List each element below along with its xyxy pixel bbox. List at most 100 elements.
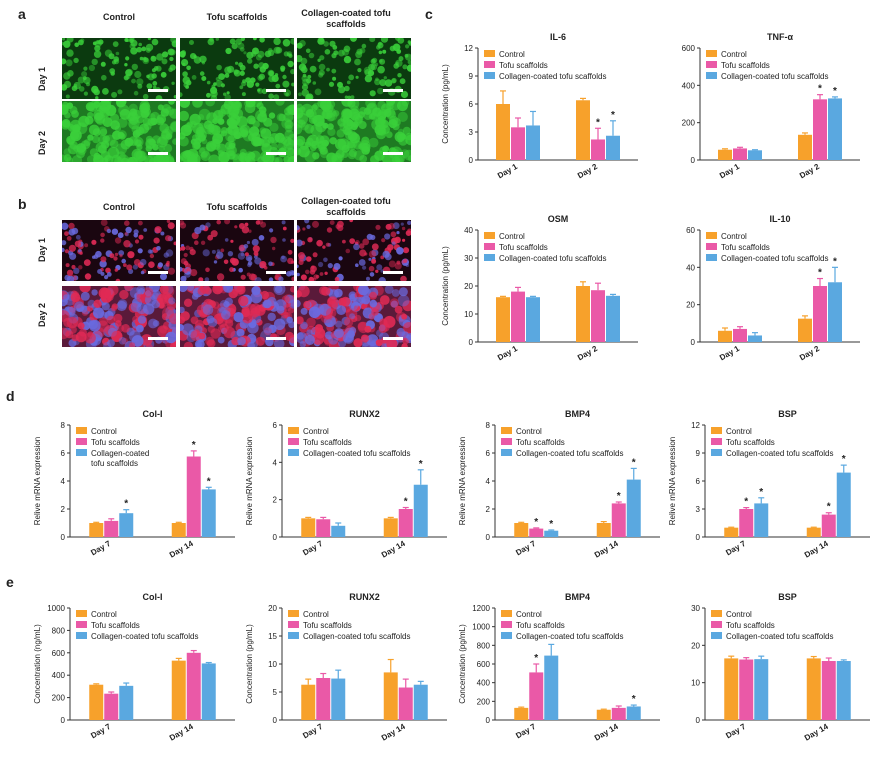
chart-d-runx2: RUNX2 0 2 4 6 Relive mRNA expression Day 7 * * Da… bbox=[245, 409, 447, 560]
panel-d-label: d bbox=[6, 388, 15, 404]
legend-swatch-1 bbox=[288, 427, 299, 434]
legend-label: Control bbox=[726, 427, 752, 436]
legend-label: Tofu scaffolds bbox=[721, 61, 770, 70]
legend-label: Tofu scaffolds bbox=[499, 61, 548, 70]
significance-star: * bbox=[842, 454, 846, 465]
bar-tofu-scaffolds-1 bbox=[821, 661, 836, 720]
bar-control-1 bbox=[806, 527, 821, 537]
scale-bar bbox=[266, 271, 286, 274]
panel-a-label: a bbox=[18, 6, 26, 22]
bar-collagen-coated-tofu-scaffolds-1 bbox=[413, 684, 428, 720]
legend-label: Control bbox=[721, 232, 747, 241]
significance-star: * bbox=[404, 497, 408, 508]
legend-label: Tofu scaffolds bbox=[516, 621, 565, 630]
y-tick-label: 0 bbox=[691, 338, 696, 347]
y-tick-label: 10 bbox=[464, 310, 473, 319]
chart-c-il6: IL-6 0 3 6 9 12 Concentration (pg/mL) Day 1 * * Da… bbox=[441, 32, 638, 180]
bar-control-0 bbox=[514, 707, 529, 720]
bar-collagen-coated-tofu-scaffolds-0 bbox=[526, 297, 540, 342]
x-tick-label: Day 7 bbox=[301, 722, 324, 741]
y-tick-label: 200 bbox=[682, 119, 696, 128]
x-tick-label: Day 14 bbox=[803, 722, 830, 743]
bar-collagen-coated-tofu-scaffolds-0 bbox=[119, 513, 134, 537]
legend-swatch-2 bbox=[76, 438, 87, 445]
bar-collagen-coated-tofu-scaffolds-0 bbox=[748, 150, 762, 160]
legend-label: Tofu scaffolds bbox=[91, 621, 140, 630]
legend-label: tofu scaffolds bbox=[91, 459, 138, 468]
legend-label: Collagen-coated tofu scaffolds bbox=[499, 72, 606, 81]
x-tick-label: Day 14 bbox=[380, 539, 407, 560]
scale-bar bbox=[266, 337, 286, 340]
bar-control-1 bbox=[596, 709, 611, 720]
bar-collagen-coated-tofu-scaffolds-1 bbox=[606, 295, 620, 342]
chart-title: IL-10 bbox=[769, 214, 790, 224]
significance-star: * bbox=[207, 476, 211, 487]
legend-swatch-1 bbox=[484, 50, 495, 57]
legend: Control Tofu scaffolds Collagen-coated tof… bbox=[288, 427, 410, 458]
y-tick-label: 10 bbox=[268, 660, 277, 669]
chart-title: OSM bbox=[548, 214, 569, 224]
panel-b-col-tofu: Tofu scaffolds bbox=[206, 202, 268, 212]
y-tick-label: 15 bbox=[268, 632, 277, 641]
y-tick-label: 400 bbox=[52, 671, 66, 680]
y-axis-label: Relive mRNA expression bbox=[33, 437, 42, 525]
bar-control-0 bbox=[496, 104, 510, 160]
legend-swatch-3 bbox=[288, 632, 299, 639]
y-axis-label: Relive mRNA expression bbox=[245, 437, 254, 525]
bar-control-0 bbox=[89, 684, 104, 720]
bar-tofu-scaffolds-0 bbox=[511, 127, 525, 160]
chart-title: Col-I bbox=[143, 592, 163, 602]
bar-tofu-scaffolds-0 bbox=[739, 659, 754, 720]
y-tick-label: 0 bbox=[61, 716, 66, 725]
y-tick-label: 0 bbox=[469, 338, 474, 347]
bar-control-0 bbox=[514, 523, 529, 537]
chart-title: RUNX2 bbox=[349, 592, 380, 602]
legend-swatch-3 bbox=[501, 632, 512, 639]
legend-swatch-2 bbox=[501, 438, 512, 445]
chart-e-bsp: BSP 0 10 20 30 Day 7 Day 14 Control Tofu scaffol… bbox=[691, 592, 870, 743]
legend-label: Collagen-coated tofu scaffolds bbox=[91, 632, 198, 641]
y-tick-label: 0 bbox=[273, 716, 278, 725]
y-tick-label: 20 bbox=[268, 604, 277, 613]
bar-collagen-coated-tofu-scaffolds-0 bbox=[331, 525, 346, 537]
y-tick-label: 5 bbox=[273, 688, 278, 697]
y-tick-label: 0 bbox=[696, 533, 701, 542]
y-tick-label: 400 bbox=[477, 679, 491, 688]
panel-b-micrograph-r2-c2 bbox=[180, 286, 294, 347]
chart-d-bsp: BSP 0 3 6 9 12 Relive mRNA expression * * Day 7 * *… bbox=[668, 409, 870, 560]
legend-label: Control bbox=[721, 50, 747, 59]
y-tick-label: 6 bbox=[273, 421, 278, 430]
y-tick-label: 0 bbox=[469, 156, 474, 165]
y-axis-label: Concentration (ng/mL) bbox=[33, 624, 42, 704]
legend-swatch-1 bbox=[76, 610, 87, 617]
significance-star: * bbox=[818, 268, 822, 279]
legend-label: Tofu scaffolds bbox=[91, 438, 140, 447]
legend-swatch-1 bbox=[711, 610, 722, 617]
significance-star: * bbox=[818, 84, 822, 95]
legend-swatch-3 bbox=[484, 254, 495, 261]
chart-e-col1: Col-I 0 200 400 600 800 1000 Concentration (ng/… bbox=[33, 592, 235, 743]
bar-collagen-coated-tofu-scaffolds-1 bbox=[413, 484, 428, 537]
panel-a-micrograph-r2-c2 bbox=[180, 101, 294, 162]
y-tick-label: 2 bbox=[486, 505, 491, 514]
y-tick-label: 40 bbox=[686, 263, 695, 272]
bar-tofu-scaffolds-1 bbox=[611, 707, 626, 720]
bar-tofu-scaffolds-0 bbox=[529, 672, 544, 720]
legend: Control Tofu scaffolds Collagen-coated tof… bbox=[706, 232, 828, 263]
significance-star: * bbox=[833, 86, 837, 97]
y-tick-label: 0 bbox=[486, 533, 491, 542]
bar-tofu-scaffolds-1 bbox=[813, 286, 827, 342]
x-tick-label: Day 7 bbox=[514, 722, 537, 741]
panel-b-micrograph-r1-c3 bbox=[297, 220, 411, 281]
panel-b-micrograph-r1-c1 bbox=[62, 220, 176, 281]
legend-swatch-3 bbox=[484, 72, 495, 79]
legend-label: Tofu scaffolds bbox=[303, 621, 352, 630]
x-tick-label: Day 7 bbox=[301, 539, 324, 558]
significance-star: * bbox=[632, 694, 636, 705]
legend: Control Tofu scaffolds Collagen-coated tof… bbox=[711, 427, 833, 458]
y-tick-label: 200 bbox=[477, 697, 491, 706]
chart-title: BSP bbox=[778, 592, 797, 602]
legend-label: Collagen-coated tofu scaffolds bbox=[499, 254, 606, 263]
